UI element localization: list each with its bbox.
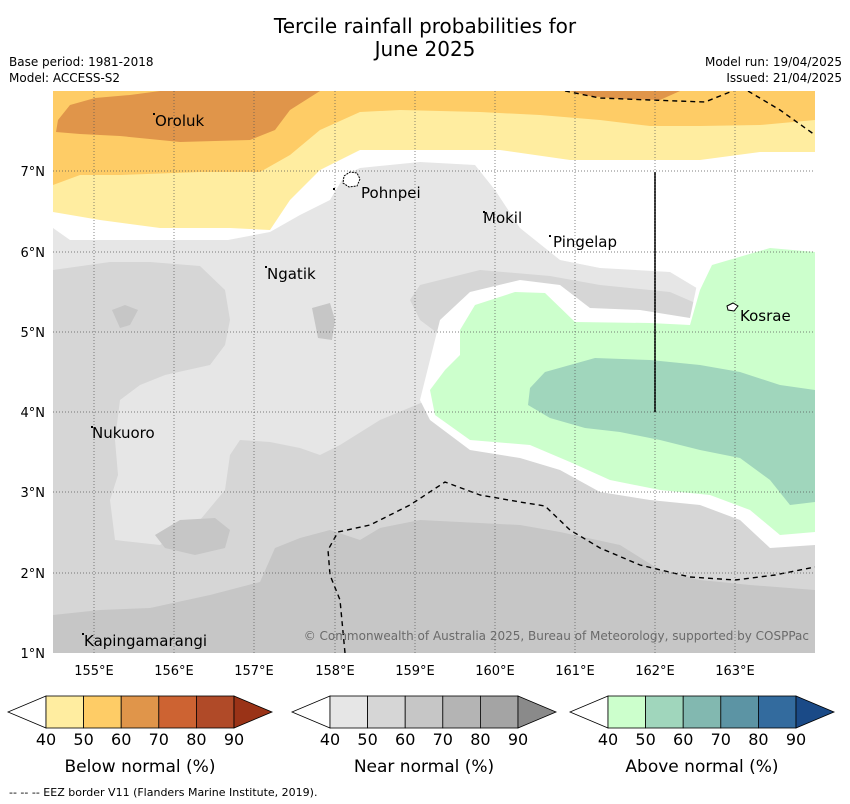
legends-group: 40 50 60 70 80 90 Below normal (%) 40 50 60 70 80 90… [6,695,836,777]
legend-tick-label: 90 [508,730,528,749]
lat-tick-label: 4°N [21,406,46,421]
legend-tick-label: 50 [73,730,93,749]
eez-border-north [564,91,815,136]
legend-tick-label: 90 [224,730,244,749]
place-label-ngatik: Ngatik [267,265,316,283]
legend-color-box [479,695,519,729]
pohnpei-island [342,171,361,188]
lon-tick-label: 156°E [154,664,194,679]
legend-tick-label: 90 [786,730,806,749]
lon-tick-label: 163°E [715,664,755,679]
legend-max-triangle [233,695,274,729]
legend-tick-label: 40 [36,730,56,749]
legend-color-box [442,695,481,729]
legend-color-box [120,695,160,729]
legend-color-box [607,695,646,729]
legend-color-box [45,695,84,729]
legend-tick-label: 80 [748,730,768,749]
lon-tick-label: 157°E [234,664,274,679]
legend-color-box [329,695,368,729]
legend-tick-label: 70 [433,730,453,749]
near-normal-legend: 40 50 60 70 80 90 Near normal (%) [290,695,558,777]
kosrae-island [726,302,739,312]
legend-tick-label: 70 [149,730,169,749]
base-period-text: Base period: 1981-2018 [9,55,154,69]
copyright-text: © Commonwealth of Australia 2025, Bureau… [304,629,809,643]
issued-text: Issued: 21/04/2025 [726,71,842,85]
eez-footnote: -- -- -- EEZ border V11 (Flanders Marine… [9,786,318,799]
legend-color-box [682,695,722,729]
near-normal-60-patch-2 [112,305,138,328]
lat-tick-label: 7°N [21,165,46,180]
eez-border-south [327,481,815,653]
legend-tick-label: 40 [598,730,618,749]
atoll-markers [82,113,551,635]
legend-tick-label: 40 [320,730,340,749]
legend-tick-label: 50 [357,730,377,749]
legend-color-box [83,695,122,729]
legend-tick-label: 80 [186,730,206,749]
legend-max-triangle [795,695,836,729]
model-text: Model: ACCESS-S2 [9,71,121,85]
model-run-text: Model run: 19/04/2025 [704,55,842,69]
map-area: Oroluk Pohnpei Mokil Pingelap Ngatik Kos… [53,91,815,653]
lon-tick-label: 159°E [395,664,435,679]
lon-tick-labels: 155°E 156°E 157°E 158°E 159°E 160°E 161°… [74,664,755,679]
legend-tick-label: 50 [635,730,655,749]
legend-min-triangle [568,695,609,729]
legend-tick-label: 60 [111,730,131,749]
lat-tick-labels: 7°N 6°N 5°N 4°N 3°N 2°N 1°N [21,165,46,662]
grid-lines [53,91,815,653]
place-label-pohnpei: Pohnpei [361,184,421,202]
legend-color-box [158,695,197,729]
near-normal-60-patch-3 [312,303,335,340]
lon-tick-label: 158°E [315,664,355,679]
legend-tick-label: 80 [470,730,490,749]
chart-title-line2: June 2025 [374,37,476,61]
near-normal-60-patch [155,518,230,555]
below-normal-legend: 40 50 60 70 80 90 Below normal (%) [6,695,274,777]
place-label-kosrae: Kosrae [740,307,791,325]
lat-tick-label: 6°N [21,246,46,261]
lat-tick-label: 3°N [21,486,46,501]
lon-tick-label: 161°E [555,664,595,679]
legend-max-triangle [517,695,558,729]
legend-color-box [404,695,444,729]
place-label-kapingamarangi: Kapingamarangi [84,632,207,650]
legend-color-box [720,695,759,729]
place-label-oroluk: Oroluk [155,112,204,130]
place-label-mokil: Mokil [483,209,522,227]
near-normal-60-region [53,520,815,653]
lat-tick-label: 5°N [21,326,46,341]
lat-tick-label: 2°N [21,567,46,582]
legend-color-box [195,695,235,729]
place-label-nukuoro: Nukuoro [92,424,155,442]
legend-title: Below normal (%) [65,757,216,777]
legend-min-triangle [6,695,47,729]
place-label-pingelap: Pingelap [553,233,617,251]
below-normal-60-patch [570,91,680,100]
above-normal-legend: 40 50 60 70 80 90 Above normal (%) [568,695,836,777]
legend-title: Above normal (%) [625,757,778,777]
legend-tick-label: 60 [673,730,693,749]
lon-tick-label: 155°E [74,664,114,679]
chart-title-line1: Tercile rainfall probabilities for [273,14,577,38]
lon-tick-label: 160°E [475,664,515,679]
legend-color-box [645,695,684,729]
legend-tick-label: 60 [395,730,415,749]
legend-min-triangle [290,695,331,729]
legend-tick-label: 70 [711,730,731,749]
legend-color-box [758,695,797,729]
lat-tick-label: 1°N [21,647,46,662]
lon-tick-label: 162°E [635,664,675,679]
above-normal-50-region [528,358,815,505]
legend-title: Near normal (%) [354,757,494,777]
legend-color-box [367,695,406,729]
